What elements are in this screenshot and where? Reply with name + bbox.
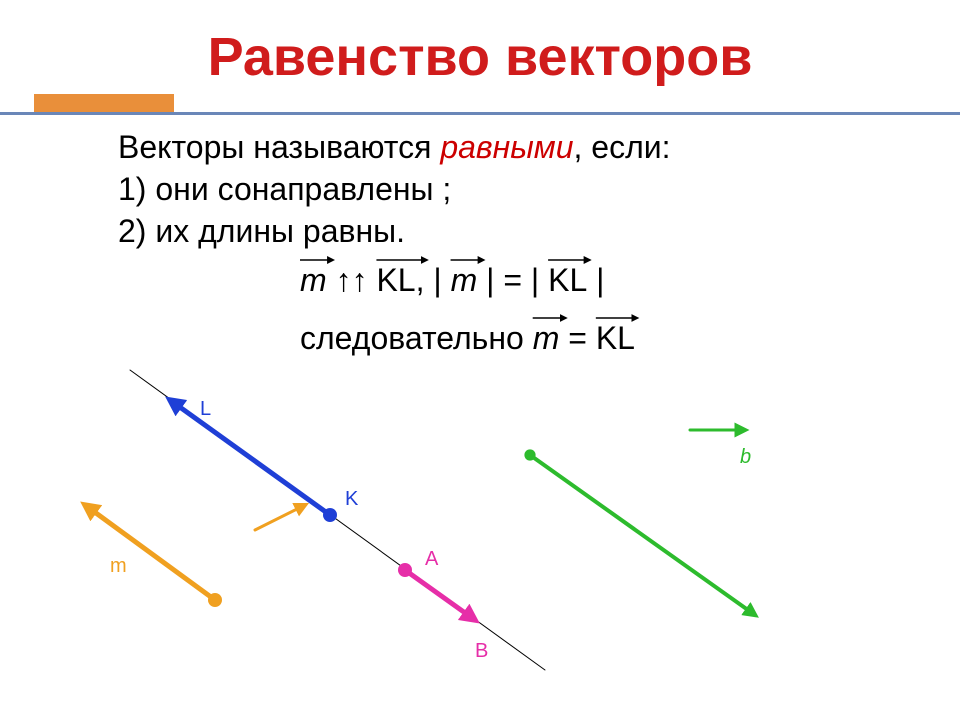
label-L: L bbox=[200, 398, 211, 421]
sym-kl3: KL bbox=[596, 320, 635, 357]
def-line2: 2) их длины равны. bbox=[118, 213, 405, 249]
sym-mid: | = | bbox=[477, 262, 548, 298]
accent-bar bbox=[34, 94, 174, 114]
formula-line-2: следовательно m = KL bbox=[300, 320, 635, 357]
sym-m2: m bbox=[451, 262, 478, 299]
label-B: B bbox=[475, 640, 488, 663]
def-intro-a: Векторы называются bbox=[118, 129, 440, 165]
definition-text: Векторы называются равными, если: 1) они… bbox=[118, 126, 671, 252]
label-m: m bbox=[110, 555, 127, 578]
sym-sep: | bbox=[424, 262, 450, 298]
def-keyword: равными bbox=[440, 129, 573, 165]
formula-line-1: m ↑↑ KL, | m | = | KL | bbox=[300, 262, 604, 299]
label-b: b bbox=[740, 446, 751, 469]
slide-root: Равенство векторов Векторы называются ра… bbox=[0, 0, 960, 720]
sym-m3: m bbox=[533, 320, 560, 357]
sym-kl2: KL bbox=[548, 262, 587, 299]
sym-kl: KL, bbox=[376, 262, 424, 299]
def-line1: 1) они сонаправлены ; bbox=[118, 171, 451, 207]
sym-pre: следовательно bbox=[300, 320, 533, 356]
sym-m: m bbox=[300, 262, 327, 299]
title-divider bbox=[0, 112, 960, 115]
sym-end: | bbox=[587, 262, 604, 298]
slide-title: Равенство векторов bbox=[0, 26, 960, 88]
def-intro-b: , если: bbox=[574, 129, 671, 165]
sym-upup: ↑↑ bbox=[327, 262, 377, 298]
label-K: K bbox=[345, 488, 358, 511]
label-A: A bbox=[425, 548, 438, 571]
sym-eq: = bbox=[559, 320, 595, 356]
